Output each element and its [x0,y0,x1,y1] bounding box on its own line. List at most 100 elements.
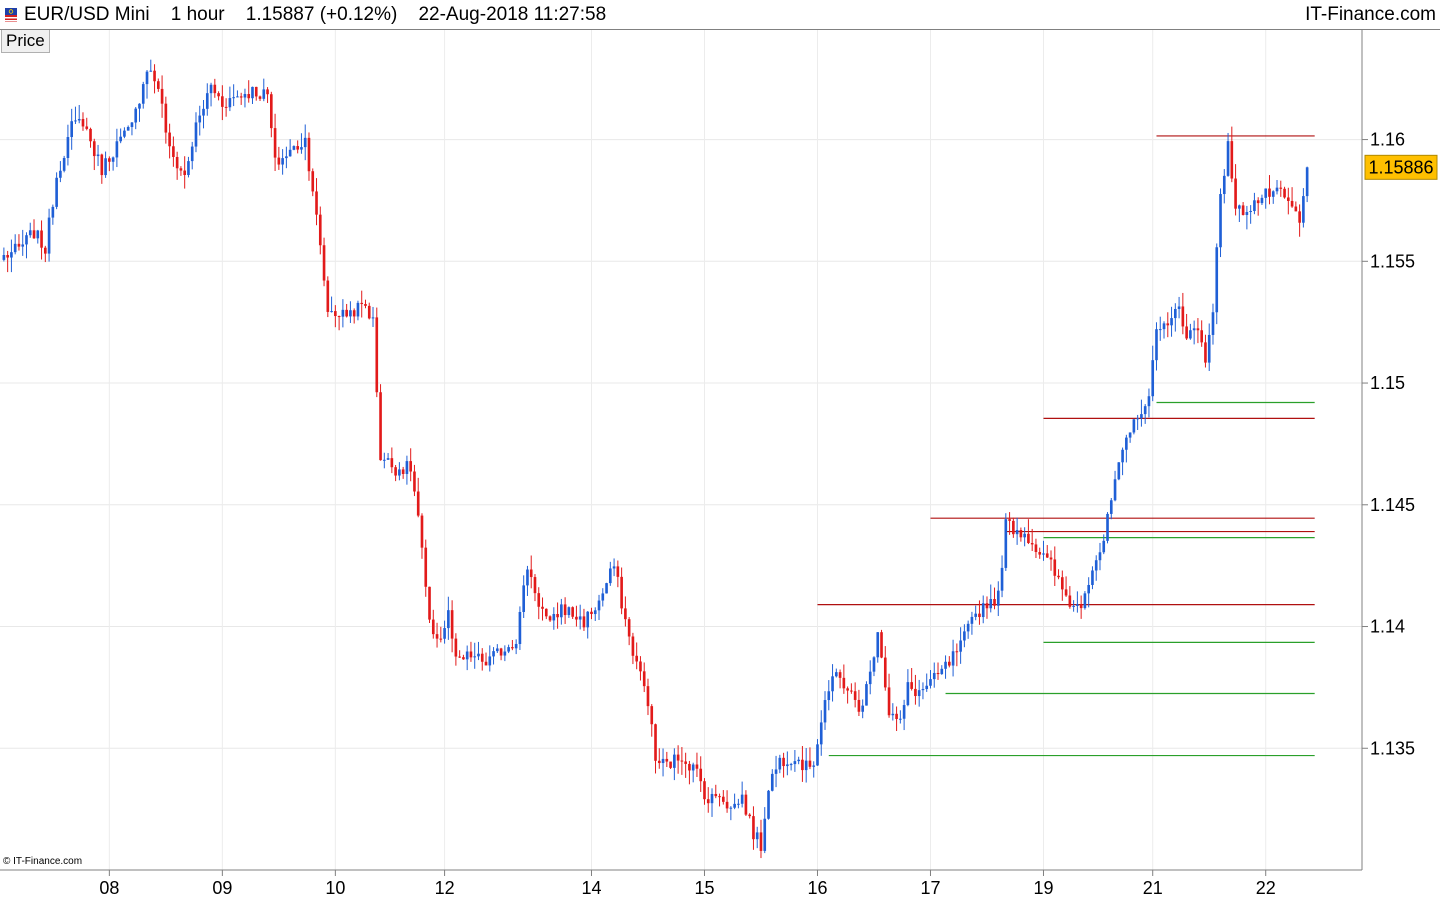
candle-body [816,744,819,766]
candle-body [571,607,574,617]
candle-body [462,657,465,660]
candle-body [1030,542,1034,545]
candle-body [300,147,303,150]
candle-body [228,98,232,108]
x-tick-label: 17 [920,878,940,898]
candle-body [77,118,81,121]
candle-body [552,614,556,621]
brand-name: IT-Finance.com [1305,4,1436,25]
candle-body [330,311,333,313]
candle-body [605,583,608,594]
quote-datetime: 22-Aug-2018 11:27:58 [418,4,607,25]
candle-body [1012,520,1015,535]
chart-header: EUR/USD Mini 1 hour 1.15887 (+0.12%) 22-… [0,0,1440,30]
candle-body [996,590,1000,606]
candle-body [477,653,480,657]
candle-body [190,146,194,162]
candle-body [217,93,220,97]
candle-body [718,796,721,798]
candle-body [880,632,883,658]
candle-body [989,599,993,609]
timeframe[interactable]: 1 hour [170,4,225,25]
candle-body [62,157,66,171]
candle-body [194,122,198,147]
candle-body [1106,513,1109,541]
candle-body [1064,589,1068,596]
candle-body [258,96,262,99]
candle-body [1102,540,1106,553]
candle-body [1294,206,1298,212]
candle-body [296,146,300,150]
candle-body [356,302,360,317]
candle-body [575,616,578,620]
candle-body [597,600,601,611]
candle-body [947,661,951,666]
candle-body [1060,577,1064,590]
candle-body [1173,309,1177,319]
candle-body [379,392,382,461]
candle-body [740,794,744,804]
candle-body [861,705,865,712]
candle-body [834,672,838,677]
candle-body [906,682,910,706]
candle-body [292,146,296,150]
candle-body [684,761,687,764]
candle-body [1158,329,1162,331]
candle-body [1200,330,1204,343]
candle-body [269,94,273,129]
price-panel-tab[interactable]: Price [1,30,50,53]
candle-body [454,638,458,657]
candle-body [737,803,740,805]
candle-body [895,713,898,720]
candle-body [25,235,28,245]
candle-body [251,86,254,99]
candle-body [47,217,51,254]
candle-body [1091,570,1094,585]
candle-body [1211,312,1215,335]
candle-body [1260,197,1264,204]
candle-body [40,230,43,248]
candle-body [733,803,736,808]
candle-body [593,610,597,615]
candle-body [424,547,428,587]
candle-body [1038,552,1042,555]
candle-body [1008,519,1011,521]
last-price-tag-label: 1.15886 [1368,157,1433,177]
candle-body [537,593,541,607]
x-tick-label: 09 [212,878,232,898]
last-price-tag: 1.15886 [1364,154,1438,180]
candle-body [695,764,699,769]
candle-body [262,89,266,99]
candle-body [443,628,446,639]
candle-body [929,679,932,686]
candle-body [499,648,503,656]
candle-body [458,656,461,658]
candle-body [420,515,424,548]
candle-body [266,89,269,95]
candle-body [141,84,145,104]
candle-body [1226,141,1230,176]
candle-body [631,636,635,656]
candle-body [1151,360,1155,397]
candle-body [1302,196,1305,223]
candle-body [752,816,755,840]
y-tick-label: 1.155 [1370,251,1415,271]
candle-body [187,161,190,176]
candle-body [205,93,209,109]
candle-body [721,796,725,802]
candle-body [1222,175,1226,195]
candle-body [804,760,808,771]
candle-body [1087,584,1091,594]
candle-body [224,106,228,108]
candle-body [514,644,518,649]
candle-body [66,137,70,158]
candle-body [1170,318,1173,326]
candle-body [774,769,778,774]
candle-body [1027,533,1030,543]
candle-body [1189,330,1192,339]
candle-body [164,103,168,133]
candle-body [1019,530,1023,538]
candle-body [100,154,104,176]
candle-body [978,613,981,618]
